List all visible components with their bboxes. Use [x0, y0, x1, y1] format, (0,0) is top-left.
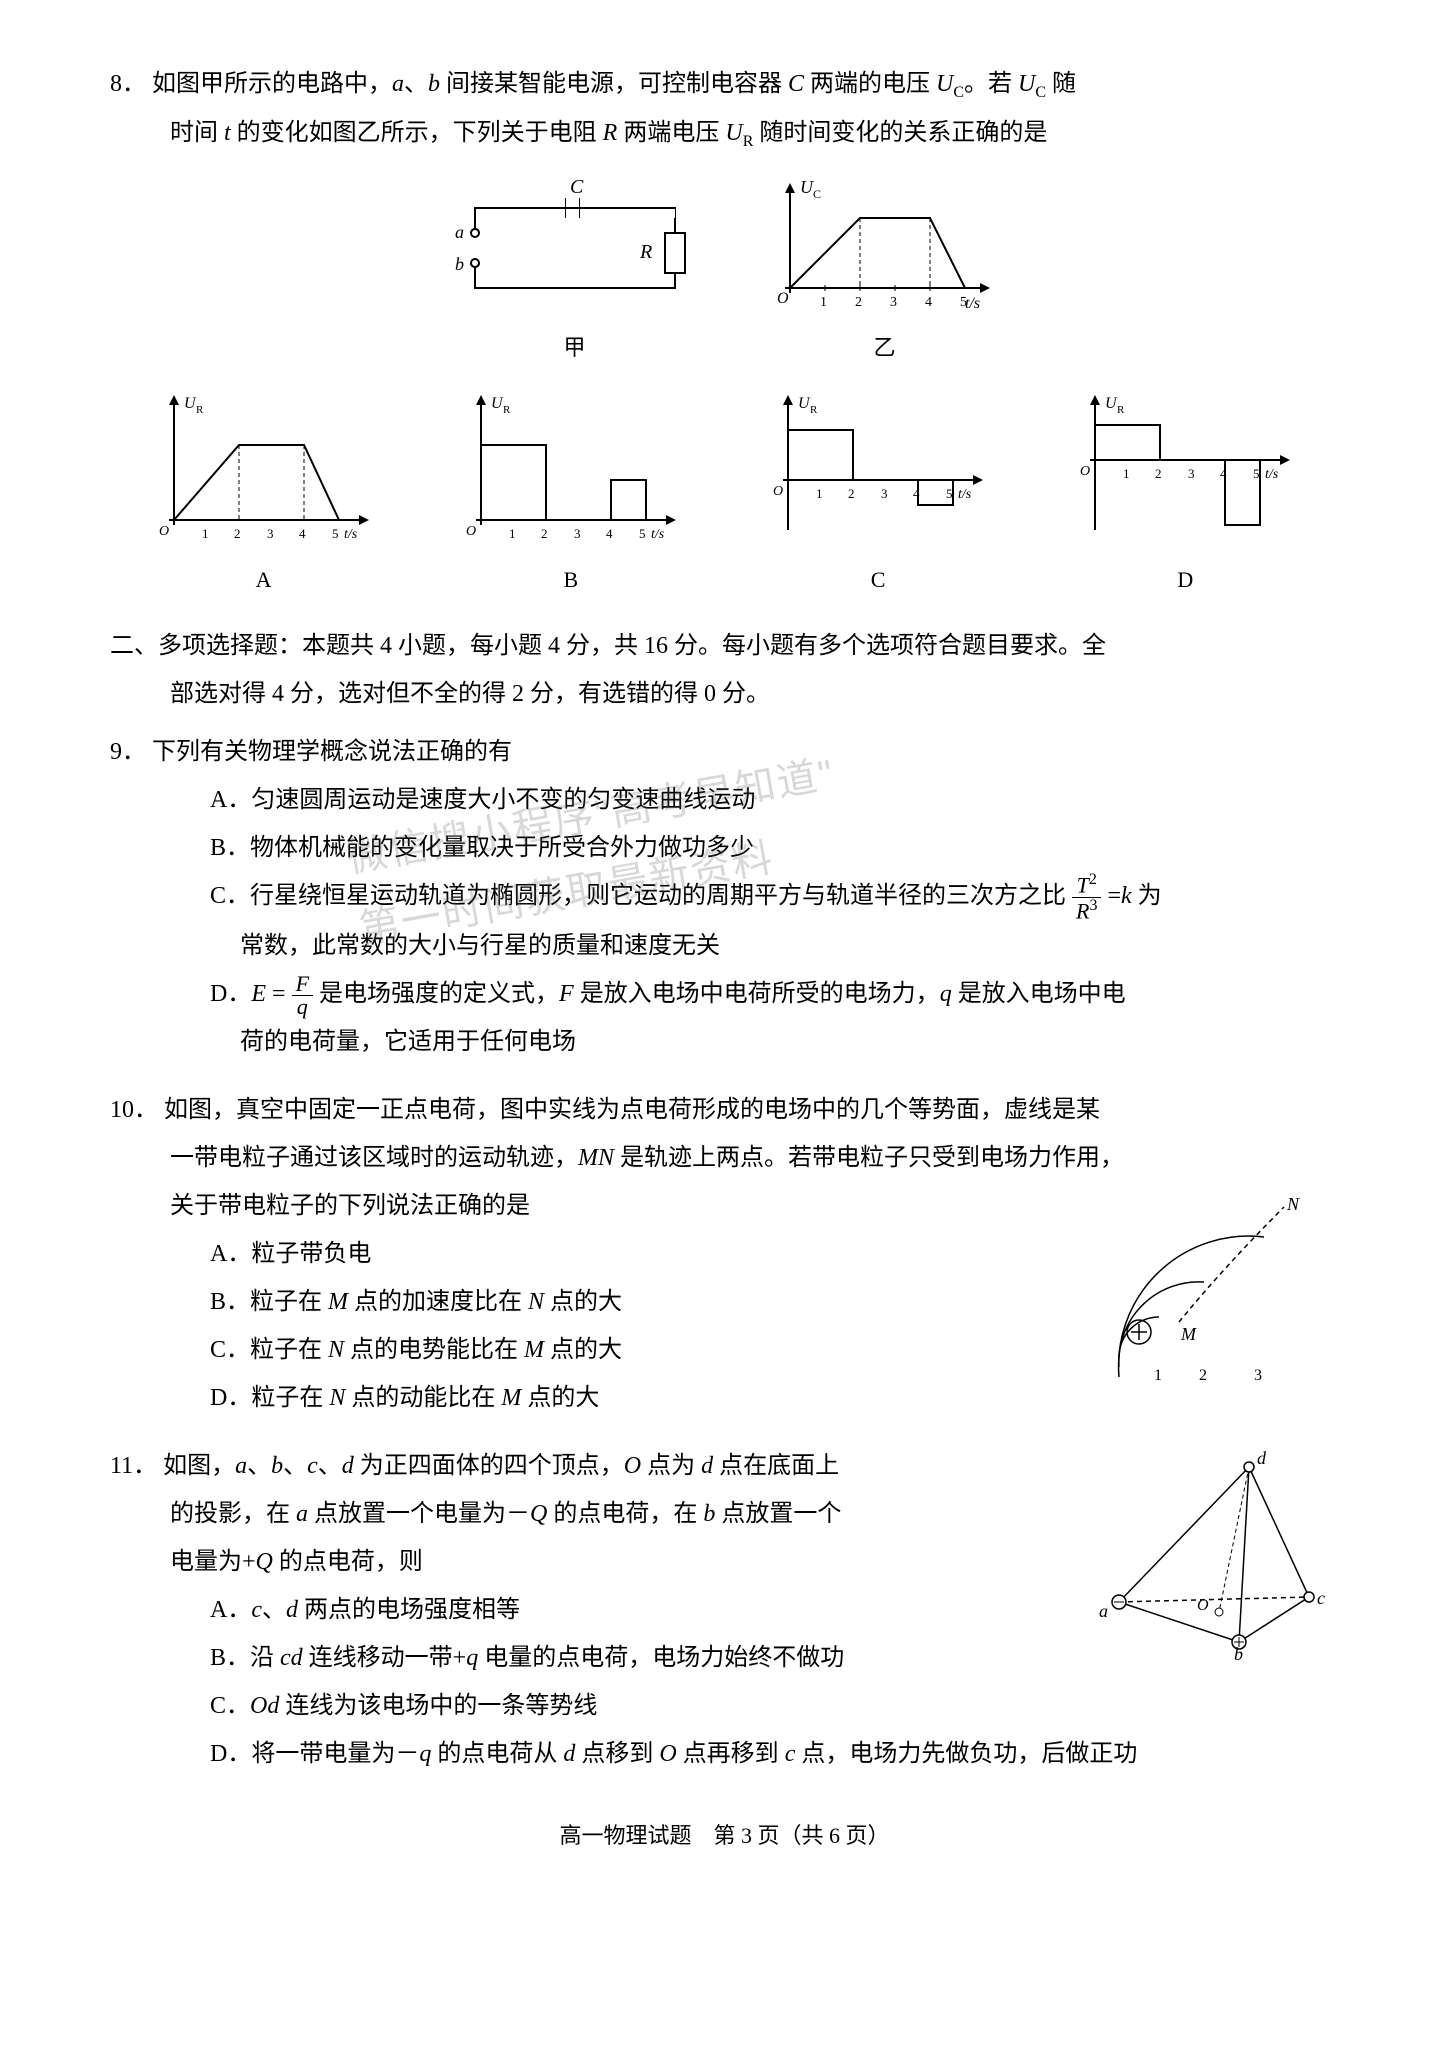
svg-text:4: 4 [299, 526, 306, 541]
svg-text:R: R [503, 404, 511, 416]
page-footer: 高一物理试题 第 3 页（共 6 页） [110, 1818, 1339, 1850]
question-10: 10． 如图，真空中固定一正点电荷，图中实线为点电荷形成的电场中的几个等势面，虚… [110, 1086, 1339, 1422]
svg-text:1: 1 [1154, 1367, 1162, 1384]
svg-text:t/s: t/s [344, 527, 358, 542]
q8-line2: 时间 t 的变化如图乙所示，下列关于电阻 R 两端电压 UR 随时间变化的关系正… [110, 109, 1339, 158]
svg-text:b: b [455, 254, 464, 274]
svg-text:3: 3 [267, 526, 274, 541]
svg-text:N: N [1286, 1194, 1300, 1214]
svg-text:t/s: t/s [958, 487, 972, 502]
svg-text:a: a [455, 222, 464, 242]
svg-text:R: R [196, 404, 204, 416]
uc-graph-figure: UC t/s O 1 2 3 4 5 乙 [765, 178, 1005, 370]
svg-text:5: 5 [960, 295, 967, 310]
svg-text:O: O [1080, 464, 1090, 479]
q10-option-a: A．粒子带负电 [110, 1230, 1089, 1278]
svg-text:t/s: t/s [1265, 467, 1279, 482]
q9-option-b: B．物体机械能的变化量取决于所受合外力做功多少 [110, 824, 1339, 872]
q8-number: 8． [110, 71, 146, 97]
svg-text:a: a [1099, 1601, 1108, 1621]
svg-text:5: 5 [332, 526, 339, 541]
svg-text:O: O [777, 290, 789, 307]
q8-option-figures: UR t/s O 12345 A UR t/s O [110, 390, 1339, 602]
svg-text:2: 2 [1155, 466, 1162, 481]
svg-text:3: 3 [890, 295, 897, 310]
svg-text:R: R [639, 241, 652, 263]
svg-text:2: 2 [1199, 1367, 1207, 1384]
q9-option-c: C．行星绕恒星运动轨道为椭圆形，则它运动的周期平方与轨道半径的三次方之比 T2R… [110, 872, 1339, 922]
svg-text:R: R [810, 404, 818, 416]
q10-option-b: B．粒子在 M 点的加速度比在 N 点的大 [110, 1278, 1089, 1326]
svg-text:2: 2 [848, 486, 855, 501]
svg-text:4: 4 [606, 526, 613, 541]
q11-option-b: B．沿 cd 连线移动一带+q 电量的点电荷，电场力始终不做功 [110, 1634, 1069, 1682]
svg-text:3: 3 [881, 486, 888, 501]
svg-text:C: C [570, 178, 584, 198]
option-d-graph: UR t/s O 12345 D [1070, 390, 1300, 602]
option-c-graph: UR t/s O 12345 C [763, 390, 993, 602]
question-11: 11． 如图，a、b、c、d 为正四面体的四个顶点，O 点为 d 点在底面上 的… [110, 1442, 1339, 1778]
q10-option-d: D．粒子在 N 点的动能比在 M 点的大 [110, 1374, 1089, 1422]
svg-text:R: R [1117, 404, 1125, 416]
svg-text:c: c [1317, 1588, 1325, 1608]
fig-jia-label: 甲 [563, 326, 585, 370]
svg-text:3: 3 [574, 526, 581, 541]
svg-text:O: O [159, 524, 169, 539]
svg-text:4: 4 [1220, 466, 1227, 481]
q10-option-c: C．粒子在 N 点的电势能比在 M 点的大 [110, 1326, 1089, 1374]
q11-figure: a b c d O [1089, 1442, 1339, 1662]
svg-text:t/s: t/s [651, 527, 665, 542]
svg-text:O: O [1197, 1597, 1209, 1614]
q9-option-a: A．匀速圆周运动是速度大小不变的匀变速曲线运动 [110, 776, 1339, 824]
svg-text:1: 1 [509, 526, 516, 541]
svg-text:U: U [800, 178, 814, 197]
option-b-graph: UR t/s O 12345 B [456, 390, 686, 602]
section-2-header: 二、多项选择题：本题共 4 小题，每小题 4 分，共 16 分。每小题有多个选项… [110, 622, 1339, 718]
svg-text:2: 2 [234, 526, 241, 541]
svg-text:O: O [773, 484, 783, 499]
svg-text:t/s: t/s [965, 295, 980, 312]
option-a-graph: UR t/s O 12345 A [149, 390, 379, 602]
q9-option-d: D．E = Fq 是电场强度的定义式，F 是放入电场中电荷所受的电场力，q 是放… [110, 970, 1339, 1018]
circuit-figure: C R a b 甲 [445, 178, 705, 370]
q11-option-d: D．将一带电量为－q 的点电荷从 d 点移到 O 点再移到 c 点，电场力先做负… [110, 1730, 1339, 1778]
svg-text:2: 2 [855, 295, 862, 310]
svg-text:d: d [1257, 1448, 1267, 1468]
svg-text:4: 4 [925, 295, 932, 310]
svg-text:C: C [813, 187, 821, 201]
svg-text:3: 3 [1254, 1367, 1262, 1384]
svg-text:M: M [1180, 1324, 1197, 1344]
question-9: 9． 下列有关物理学概念说法正确的有 A．匀速圆周运动是速度大小不变的匀变速曲线… [110, 728, 1339, 1066]
svg-text:4: 4 [913, 486, 920, 501]
svg-text:5: 5 [946, 486, 953, 501]
q11-option-c: C．Od 连线为该电场中的一条等势线 [110, 1682, 1339, 1730]
svg-text:1: 1 [1123, 466, 1130, 481]
svg-text:1: 1 [820, 295, 827, 310]
svg-text:1: 1 [816, 486, 823, 501]
q8-text: 如图甲所示的电路中，a、b 间接某智能电源，可控制电容器 C 两端的电压 UC。… [152, 71, 1076, 97]
q11-option-a: A．c、d 两点的电场强度相等 [110, 1586, 1069, 1634]
svg-text:2: 2 [541, 526, 548, 541]
svg-text:O: O [466, 524, 476, 539]
question-8: 8． 如图甲所示的电路中，a、b 间接某智能电源，可控制电容器 C 两端的电压 … [110, 60, 1339, 602]
svg-text:3: 3 [1188, 466, 1195, 481]
svg-text:5: 5 [1253, 466, 1260, 481]
fig-yi-label: 乙 [873, 326, 895, 370]
svg-text:5: 5 [639, 526, 646, 541]
q8-top-figures: C R a b 甲 UC t/s [110, 178, 1339, 370]
q10-figure: M N 1 2 3 [1109, 1182, 1339, 1392]
svg-text:1: 1 [202, 526, 209, 541]
svg-text:b: b [1234, 1644, 1243, 1662]
